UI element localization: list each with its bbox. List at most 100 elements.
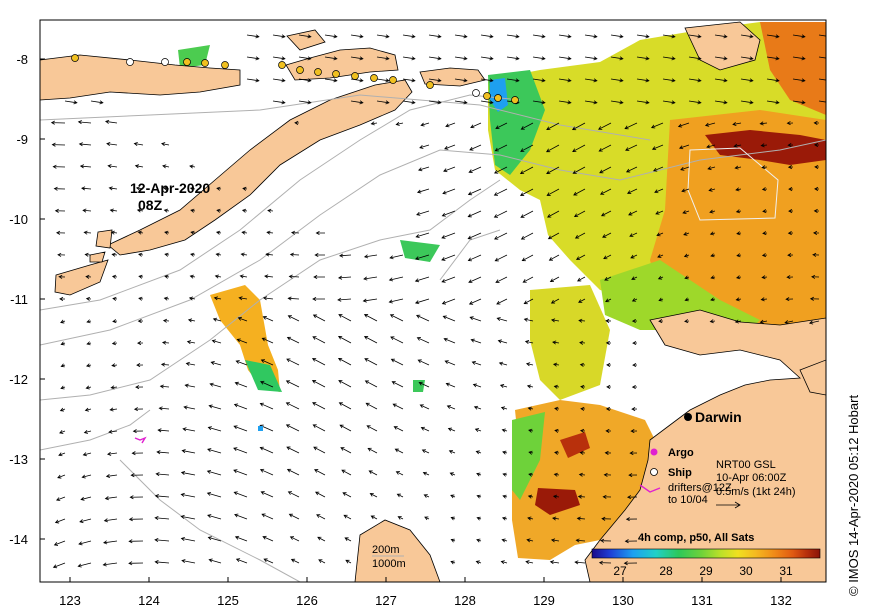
current-arrow bbox=[233, 469, 248, 476]
current-arrow bbox=[154, 538, 170, 543]
current-arrow bbox=[681, 188, 690, 193]
current-arrow bbox=[416, 210, 430, 216]
current-arrow bbox=[526, 538, 534, 543]
current-arrow bbox=[81, 474, 92, 479]
current-arrow bbox=[234, 381, 248, 388]
x-tick-label: 127 bbox=[375, 593, 397, 608]
current-arrow bbox=[442, 188, 456, 195]
current-arrow bbox=[476, 538, 482, 543]
sst-patch-middle bbox=[530, 285, 610, 400]
current-arrow bbox=[313, 274, 326, 280]
current-arrow bbox=[523, 317, 534, 322]
current-arrow bbox=[603, 472, 612, 477]
current-arrow bbox=[138, 296, 144, 301]
current-arrow bbox=[475, 560, 482, 565]
current-arrow bbox=[578, 472, 586, 477]
current-arrow bbox=[787, 143, 794, 148]
current-arrow bbox=[362, 298, 378, 303]
current-arrow bbox=[246, 78, 260, 83]
colorbar: 4h comp, p50, All Sats 27 28 29 30 31 bbox=[591, 532, 821, 578]
current-arrow bbox=[60, 319, 66, 324]
current-arrow bbox=[60, 341, 66, 346]
current-arrow bbox=[470, 338, 482, 344]
current-arrow bbox=[450, 560, 456, 565]
current-arrow bbox=[787, 253, 794, 258]
current-arrow bbox=[416, 314, 430, 322]
current-arrow bbox=[164, 252, 170, 257]
ship-marker bbox=[201, 59, 209, 67]
ship-marker bbox=[389, 76, 397, 84]
current-arrow bbox=[159, 384, 170, 389]
current-arrow bbox=[422, 471, 430, 476]
current-arrow bbox=[788, 187, 794, 192]
current-arrow bbox=[683, 231, 690, 236]
current-arrow bbox=[761, 165, 768, 170]
ship-marker bbox=[296, 66, 304, 74]
current-arrow bbox=[792, 78, 806, 83]
current-arrow bbox=[234, 513, 248, 520]
current-arrow bbox=[550, 318, 560, 323]
current-arrow bbox=[706, 144, 716, 149]
current-arrow bbox=[136, 363, 144, 368]
current-arrow bbox=[467, 232, 482, 240]
current-arrow bbox=[577, 494, 586, 499]
current-arrow bbox=[577, 276, 586, 282]
current-arrow bbox=[350, 56, 364, 61]
current-arrow bbox=[552, 494, 560, 499]
current-arrow bbox=[337, 357, 352, 366]
current-arrow bbox=[558, 100, 572, 105]
current-arrow bbox=[265, 252, 274, 257]
darwin-dot bbox=[684, 413, 692, 421]
current-arrow bbox=[337, 335, 352, 344]
current-arrow bbox=[766, 56, 780, 61]
current-arrow bbox=[558, 34, 572, 39]
current-arrow bbox=[388, 276, 404, 282]
current-arrow bbox=[493, 166, 508, 174]
current-arrow bbox=[294, 120, 300, 125]
current-arrow bbox=[53, 186, 66, 191]
current-arrow bbox=[474, 428, 482, 432]
current-arrow bbox=[493, 188, 508, 196]
current-arrow bbox=[394, 448, 404, 454]
current-arrow bbox=[164, 274, 170, 279]
current-arrow bbox=[108, 429, 118, 434]
current-arrow bbox=[389, 254, 404, 260]
current-arrow bbox=[441, 210, 456, 217]
current-arrow bbox=[604, 276, 612, 281]
current-arrow bbox=[818, 34, 826, 37]
current-arrow bbox=[578, 318, 586, 323]
sst-patch-west-green bbox=[245, 360, 282, 392]
current-arrow bbox=[678, 144, 690, 150]
current-arrow bbox=[376, 78, 390, 83]
current-arrow bbox=[631, 385, 638, 390]
colorbar-tick: 30 bbox=[739, 564, 753, 578]
current-arrow bbox=[414, 276, 430, 283]
ship-markers bbox=[71, 54, 519, 104]
x-tick-label: 132 bbox=[770, 593, 792, 608]
current-arrow bbox=[59, 296, 66, 301]
current-arrow bbox=[260, 359, 274, 366]
current-arrow bbox=[584, 56, 598, 61]
colorbar-ramp bbox=[591, 548, 821, 559]
current-arrow bbox=[632, 340, 638, 346]
depth-legend-1000: 1000m bbox=[372, 558, 406, 570]
current-arrow bbox=[610, 100, 624, 105]
current-arrow bbox=[324, 56, 338, 61]
product-time: 10-Apr 06:00Z bbox=[716, 472, 787, 484]
current-arrow bbox=[212, 317, 222, 322]
drifters-line1: drifters@12Z bbox=[668, 482, 732, 494]
current-arrow bbox=[688, 78, 702, 83]
current-arrow bbox=[480, 34, 494, 39]
current-arrow bbox=[636, 56, 650, 61]
current-arrow bbox=[766, 100, 780, 105]
ship-marker bbox=[221, 61, 229, 69]
current-arrow bbox=[522, 276, 534, 283]
current-arrow bbox=[107, 164, 118, 169]
current-arrow bbox=[163, 296, 170, 301]
current-arrow bbox=[528, 428, 534, 433]
current-arrow bbox=[137, 341, 144, 346]
current-arrow bbox=[234, 535, 248, 542]
current-arrow bbox=[454, 78, 468, 83]
x-tick-label: 129 bbox=[533, 593, 555, 608]
